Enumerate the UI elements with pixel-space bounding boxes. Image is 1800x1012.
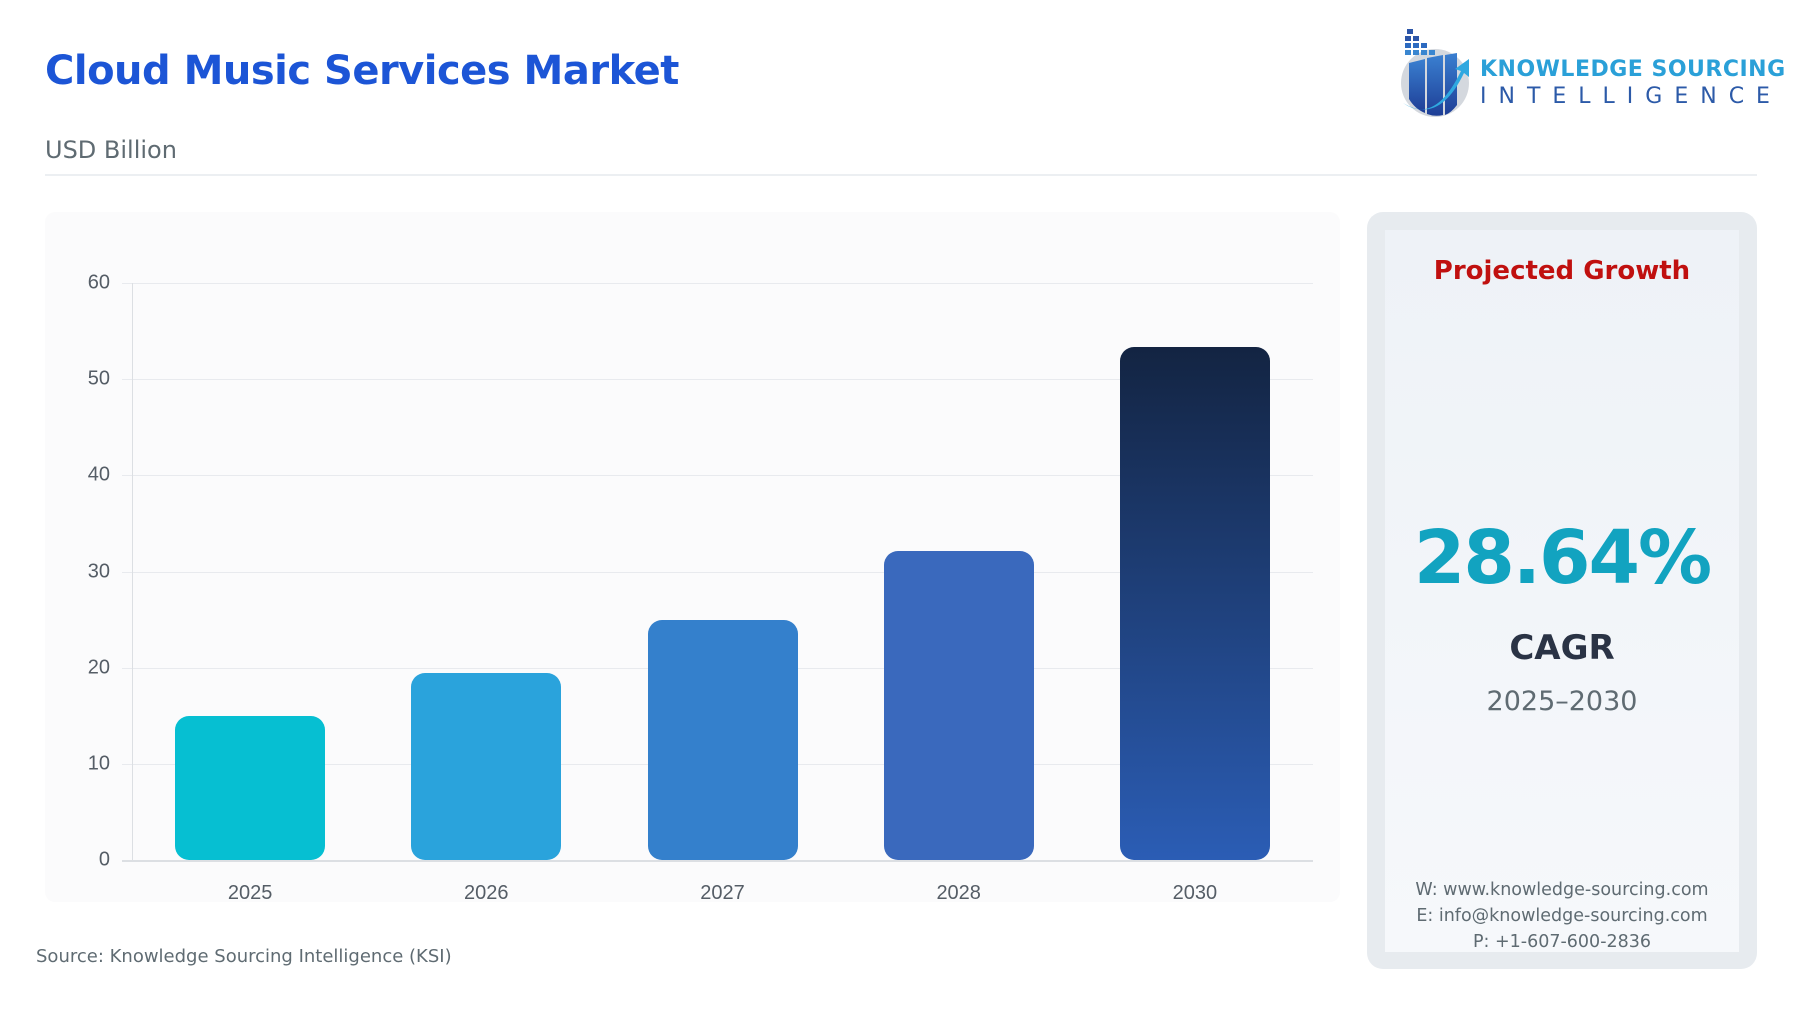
contact-phone: P: +1-607-600-2836 [1472, 932, 1652, 952]
y-tick-label: 0 [98, 848, 110, 871]
cagr-period: 2025–2030 [1486, 686, 1638, 717]
panel-title: Projected Growth [1433, 256, 1691, 286]
page-title: Cloud Music Services Market [45, 48, 679, 94]
x-tick-label: 2025 [227, 882, 273, 904]
bar-2028 [883, 551, 1034, 860]
bar-2026 [411, 673, 562, 860]
x-axis [122, 860, 1313, 862]
gridline [122, 283, 1313, 284]
x-tick-label: 2028 [936, 882, 981, 904]
header-divider [45, 174, 1757, 176]
bar-2025 [175, 715, 326, 860]
contact-email: E: info@knowledge-sourcing.com [1416, 906, 1708, 926]
y-tick-label: 60 [87, 271, 110, 294]
unit-subtitle: USD Billion [45, 136, 177, 164]
cagr-value: 28.64% [1413, 515, 1712, 601]
x-tick-label: 2027 [700, 882, 745, 904]
source-note: Source: Knowledge Sourcing Intelligence … [36, 946, 452, 967]
bar-2030 [1119, 347, 1270, 860]
x-tick-label: 2030 [1172, 882, 1218, 904]
y-tick-label: 20 [87, 656, 110, 679]
gridline [122, 475, 1313, 477]
y-axis [132, 283, 133, 860]
logo-text-line2: INTELLIGENCE [1480, 84, 1782, 109]
bar-2027 [647, 619, 798, 860]
cagr-label: CAGR [1509, 628, 1615, 668]
growth-panel-inner [1385, 230, 1739, 952]
y-tick-label: 50 [87, 367, 110, 390]
y-tick-label: 10 [87, 752, 110, 775]
gridline [122, 571, 1313, 573]
contact-website: W: www.knowledge-sourcing.com [1415, 880, 1709, 900]
gridline [122, 379, 1313, 381]
ksi-logo: KNOWLEDGE SOURCING INTELLIGENCE [1395, 25, 1785, 120]
x-tick-label: 2026 [464, 882, 509, 904]
bar-chart-arrow-logo-icon [1401, 29, 1469, 117]
logo-text-line1: KNOWLEDGE SOURCING [1480, 57, 1786, 82]
y-tick-label: 40 [87, 463, 110, 486]
y-tick-label: 30 [87, 560, 110, 582]
